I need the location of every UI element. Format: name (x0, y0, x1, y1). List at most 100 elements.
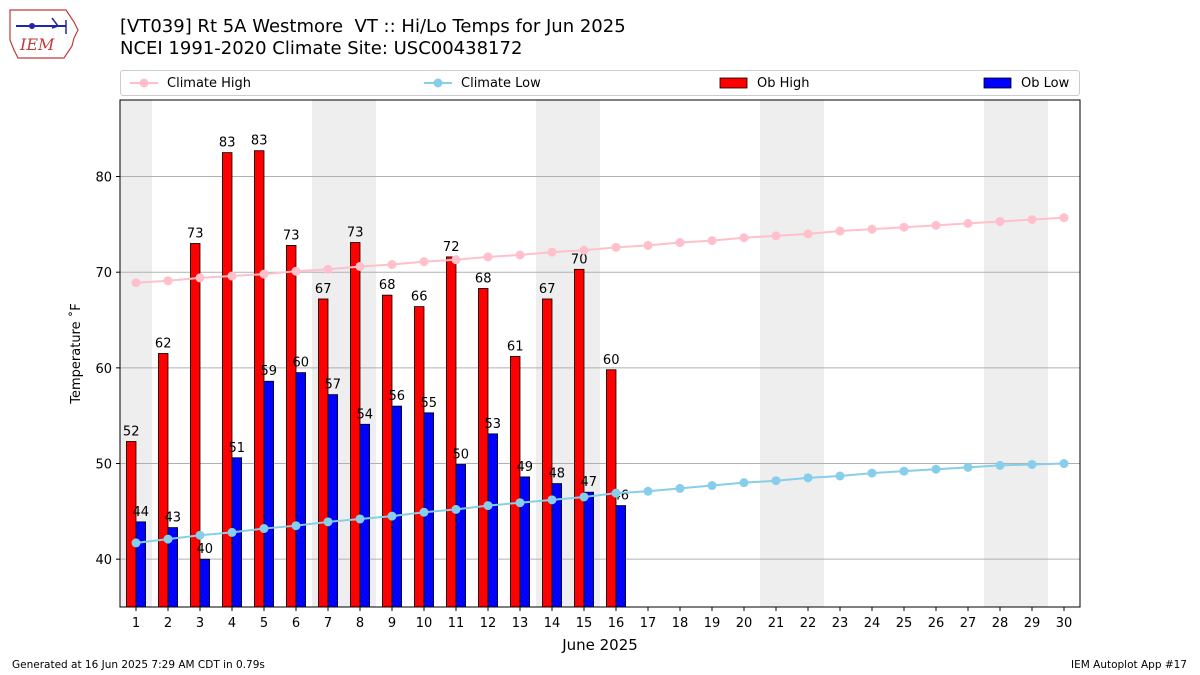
point-climate-high (643, 240, 653, 250)
x-tick-label: 4 (228, 616, 236, 631)
point-climate-high (227, 271, 237, 281)
bar-ob-low (263, 380, 275, 608)
bar-label-ob-low: 49 (517, 460, 534, 475)
point-climate-low (707, 481, 717, 491)
x-tick-label: 15 (576, 616, 593, 631)
legend-label: Climate High (167, 75, 252, 91)
bar-ob-low (487, 433, 499, 608)
bar-ob-high (445, 256, 457, 608)
point-climate-high (931, 220, 941, 230)
x-tick-label: 23 (832, 616, 849, 631)
bar-ob-low (455, 464, 467, 608)
point-climate-high (195, 273, 205, 283)
x-tick-label: 14 (544, 616, 561, 631)
bar-label-ob-low: 59 (261, 364, 278, 379)
bar-label-ob-low: 57 (325, 378, 342, 393)
point-climate-low (387, 511, 397, 521)
x-tick-label: 3 (196, 616, 204, 631)
bar-label-ob-high: 73 (283, 228, 300, 243)
legend-label: Ob Low (1021, 75, 1070, 91)
plot-frame (119, 99, 1081, 608)
point-climate-low (547, 495, 557, 505)
bar-label-ob-high: 72 (443, 240, 460, 255)
bar-label-ob-high: 70 (571, 252, 588, 267)
point-climate-high (547, 247, 557, 257)
point-climate-low (771, 476, 781, 486)
point-climate-high (259, 269, 269, 279)
point-climate-high (995, 216, 1005, 226)
point-climate-high (707, 236, 717, 246)
point-climate-high (291, 266, 301, 276)
point-climate-high (579, 245, 589, 255)
chart-title-block: [VT039] Rt 5A Westmore VT :: Hi/Lo Temps… (120, 16, 626, 60)
point-climate-low (483, 501, 493, 511)
chart-legend: Climate High Climate Low Ob High Ob Low (120, 70, 1080, 96)
bar-ob-low (615, 505, 627, 608)
iem-logo: IEM (9, 9, 79, 59)
point-climate-low (579, 492, 589, 502)
bar-label-ob-high: 73 (347, 226, 364, 241)
point-climate-low (963, 462, 973, 472)
point-climate-high (771, 231, 781, 241)
x-tick-label: 5 (260, 616, 268, 631)
x-tick-label: 16 (608, 616, 625, 631)
bar-label-ob-high: 73 (187, 226, 204, 241)
y-tick-label: 60 (95, 362, 112, 377)
point-climate-high (163, 276, 173, 286)
bar-label-ob-low: 56 (389, 389, 406, 404)
x-tick-label: 22 (800, 616, 817, 631)
point-climate-high (483, 252, 493, 262)
bar-label-ob-low: 54 (357, 407, 374, 422)
bar-label-ob-high: 68 (379, 278, 396, 293)
bar-label-ob-high: 83 (251, 134, 268, 149)
bar-ob-low (295, 372, 307, 608)
x-tick-label: 26 (928, 616, 945, 631)
point-climate-low (131, 538, 141, 548)
point-climate-high (131, 278, 141, 288)
point-climate-high (803, 229, 813, 239)
bar-label-ob-low: 44 (133, 505, 150, 520)
bar-ob-low (519, 476, 531, 608)
bar-ob-low (391, 405, 403, 608)
x-tick-label: 13 (512, 616, 529, 631)
legend-item-climate-low: Climate Low (423, 71, 541, 95)
bar-label-ob-low: 53 (485, 417, 502, 432)
point-climate-low (611, 488, 621, 498)
point-climate-high (611, 242, 621, 252)
x-tick-label: 25 (896, 616, 913, 631)
bar-label-ob-high: 68 (475, 271, 492, 286)
point-climate-low (867, 468, 877, 478)
point-climate-high (1059, 213, 1069, 223)
x-tick-label: 27 (960, 616, 977, 631)
x-tick-label: 6 (292, 616, 300, 631)
point-climate-low (931, 464, 941, 474)
point-climate-low (355, 514, 365, 524)
point-climate-low (1027, 459, 1037, 469)
point-climate-low (675, 483, 685, 493)
point-climate-low (995, 460, 1005, 470)
bar-ob-high (509, 355, 521, 608)
bar-label-ob-high: 83 (219, 136, 236, 151)
x-tick-label: 29 (1024, 616, 1041, 631)
bar-label-ob-high: 60 (603, 353, 620, 368)
bar-ob-high (126, 441, 137, 608)
weekend-shade (760, 100, 792, 607)
bar-ob-high (317, 298, 329, 608)
bar-ob-low (327, 394, 339, 608)
bar-ob-low (135, 521, 147, 608)
bar-label-ob-low: 48 (549, 467, 566, 482)
chart-subtitle: NCEI 1991-2020 Climate Site: USC00438172 (120, 38, 523, 59)
chart-title: [VT039] Rt 5A Westmore VT :: Hi/Lo Temps… (120, 16, 626, 37)
x-tick-label: 7 (324, 616, 332, 631)
point-climate-high (323, 264, 333, 274)
bar-label-ob-low: 50 (453, 447, 470, 462)
point-climate-low (323, 517, 333, 527)
y-tick-label: 40 (95, 553, 112, 568)
weekend-shade (792, 100, 824, 607)
bar-ob-high (349, 242, 361, 608)
point-climate-high (899, 222, 909, 232)
point-climate-low (643, 486, 653, 496)
legend-label: Ob High (757, 75, 810, 91)
app-note: IEM Autoplot App #17 (1071, 659, 1187, 671)
x-tick-label: 28 (992, 616, 1009, 631)
